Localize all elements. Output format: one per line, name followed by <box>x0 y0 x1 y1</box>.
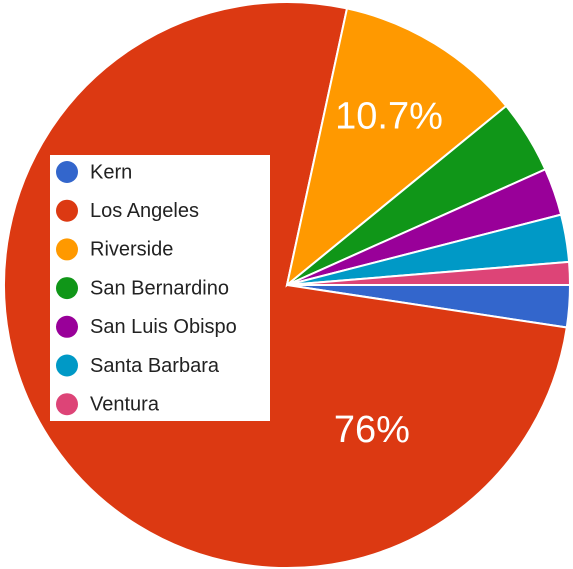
legend-label: Santa Barbara <box>90 355 220 377</box>
legend-swatch <box>56 238 78 261</box>
legend-label: San Luis Obispo <box>90 316 237 338</box>
slice-label: 10.7% <box>335 96 443 138</box>
slice-label: 76% <box>334 409 410 451</box>
legend-box <box>50 155 270 421</box>
legend-label: Ventura <box>90 393 160 415</box>
pie-slice <box>3 1 568 569</box>
legend-swatch <box>56 393 78 416</box>
pie-slice <box>285 7 508 288</box>
legend-label: Kern <box>90 161 132 183</box>
legend-label: Riverside <box>90 239 173 261</box>
legend-swatch <box>56 199 78 222</box>
legend-swatch <box>56 354 78 377</box>
legend-swatch <box>56 315 78 338</box>
legend-swatch <box>56 161 78 183</box>
legend-label: Los Angeles <box>90 200 199 222</box>
legend-swatch <box>56 277 78 300</box>
legend-label: San Bernardino <box>90 277 229 299</box>
pie-slice <box>286 260 572 286</box>
